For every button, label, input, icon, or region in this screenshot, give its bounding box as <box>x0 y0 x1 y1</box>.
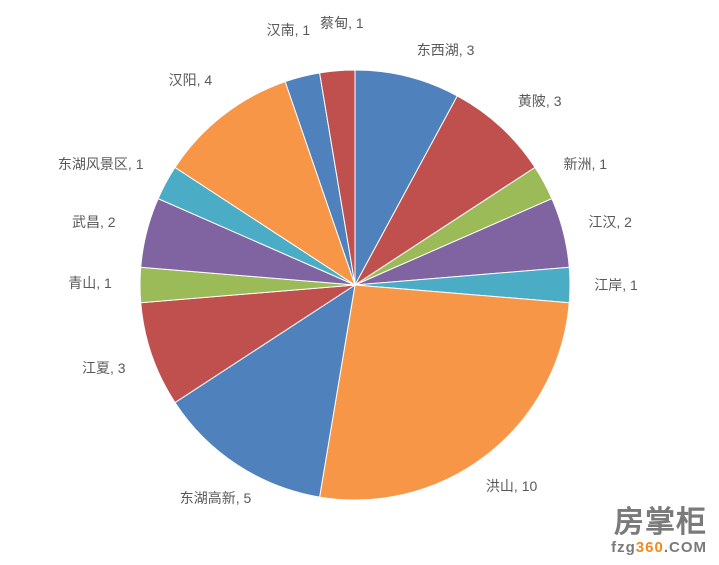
pie-slice-label: 武昌, 2 <box>72 212 116 232</box>
pie-slice-label: 蔡甸, 1 <box>320 13 364 33</box>
pie-slice-label: 江岸, 1 <box>594 275 638 295</box>
pie-slice-label: 东湖高新, 5 <box>180 488 252 508</box>
logo-bottom-mid: 360 <box>636 539 664 556</box>
logo-text-top: 房掌柜 <box>611 508 707 538</box>
pie-slice-label: 汉阳, 4 <box>169 70 213 90</box>
logo-top-text: 房掌柜 <box>614 506 707 539</box>
pie-slice-label: 洪山, 10 <box>486 476 537 496</box>
pie-slice-label: 黄陂, 3 <box>518 91 562 111</box>
site-logo: 房掌柜 fzg360.COM <box>611 508 707 555</box>
pie-slice-label: 青山, 1 <box>68 273 112 293</box>
pie-slice-label: 东湖风景区, 1 <box>58 154 144 174</box>
logo-bottom-left: fzg <box>611 539 636 556</box>
logo-text-bottom: fzg360.COM <box>611 540 707 555</box>
pie-slice-label: 江汉, 2 <box>588 212 632 232</box>
pie-slice-label: 东西湖, 3 <box>417 40 475 60</box>
pie-slice-label: 新洲, 1 <box>563 154 607 174</box>
pie-chart-container: 东西湖, 3 黄陂, 3 新洲, 1 江汉, 2 江岸, 1 洪山, 10 东湖高新, 5 江… <box>0 0 719 565</box>
logo-bottom-right: .COM <box>664 539 707 556</box>
pie-slice <box>320 285 570 500</box>
pie-slice-label: 江夏, 3 <box>82 358 126 378</box>
pie-slice-label: 汉南, 1 <box>267 20 311 40</box>
